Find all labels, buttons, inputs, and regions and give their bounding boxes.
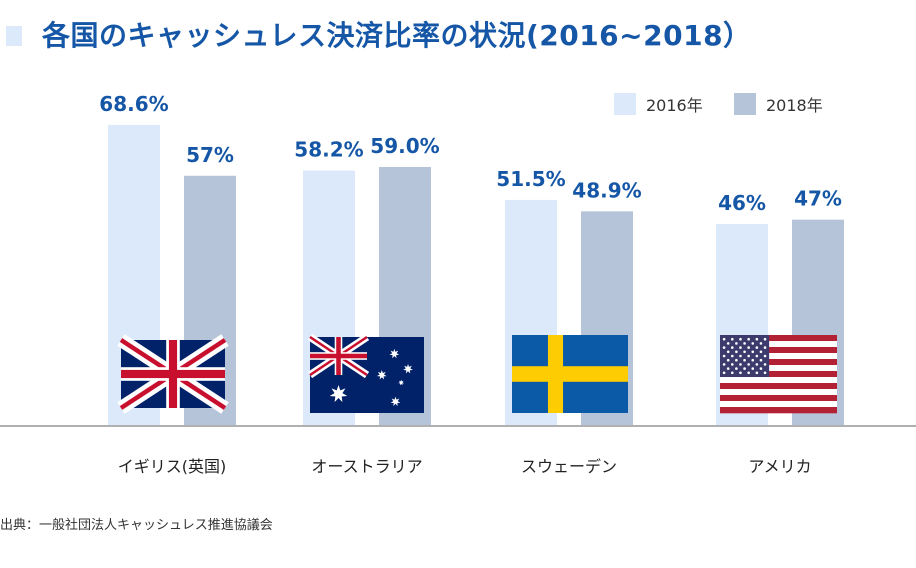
source-note: 出典：一般社団法人キャッシュレス推進協議会 — [0, 518, 273, 533]
legend-label-2016: 2016年 — [646, 96, 703, 115]
data-label-2016-3: 46% — [718, 191, 766, 215]
title-marker — [6, 26, 22, 46]
data-label-2018-1: 59.0% — [370, 134, 439, 158]
data-label-2018-0: 57% — [186, 143, 234, 167]
data-label-2016-2: 51.5% — [496, 167, 565, 191]
legend-label-2018: 2018年 — [766, 96, 823, 115]
chart-title: 各国のキャッシュレス決済比率の状況(2016~2018） — [42, 19, 752, 52]
legend-swatch-2018 — [734, 93, 756, 115]
legend-swatch-2016 — [614, 93, 636, 115]
category-label-0: イギリス(英国) — [118, 457, 227, 476]
legend-item-2018: 2018年 — [734, 92, 823, 116]
sweden-flag-icon — [512, 335, 628, 413]
australia-flag-icon — [307, 333, 424, 413]
data-label-2018-2: 48.9% — [572, 178, 641, 202]
category-label-2: スウェーデン — [521, 457, 617, 476]
category-label-3: アメリカ — [748, 457, 811, 476]
data-label-2016-1: 58.2% — [294, 138, 363, 162]
usa-flag-icon — [720, 335, 837, 414]
data-label-2016-0: 68.6% — [99, 92, 168, 116]
legend-item-2016: 2016年 — [614, 92, 703, 116]
uk-flag-icon — [117, 334, 229, 414]
category-label-1: オーストラリア — [311, 457, 422, 476]
data-label-2018-3: 47% — [794, 187, 842, 211]
